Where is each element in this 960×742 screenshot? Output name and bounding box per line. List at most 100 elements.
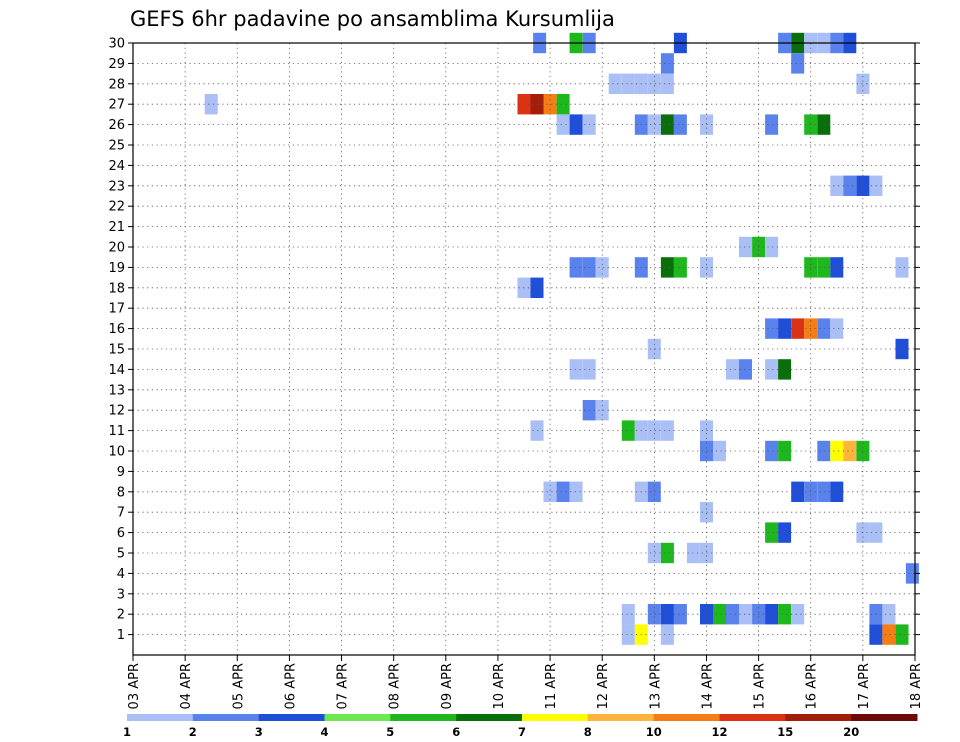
colorbar-swatch xyxy=(851,714,918,721)
x-tick-label: 14 APR xyxy=(700,663,715,709)
colorbar-swatch xyxy=(324,714,391,721)
colorbar-swatch xyxy=(258,714,325,721)
y-tick-label: 20 xyxy=(108,241,125,256)
heatmap-cell xyxy=(543,481,557,502)
colorbar-swatch xyxy=(390,714,457,721)
colorbar-label: 7 xyxy=(518,725,526,739)
x-tick-label: 18 APR xyxy=(909,663,924,709)
heatmap-cell xyxy=(673,257,687,278)
heatmap-cell xyxy=(895,624,909,645)
heatmap-cell xyxy=(765,359,779,380)
heatmap-cell xyxy=(595,257,609,278)
heatmap-cell xyxy=(765,318,779,339)
heatmap-cell xyxy=(621,420,635,441)
x-tick-label: 08 APR xyxy=(388,663,403,709)
heatmap-cell xyxy=(817,440,831,462)
gridlines xyxy=(133,43,915,655)
y-tick-label: 2 xyxy=(117,608,125,623)
y-tick-label: 17 xyxy=(108,302,125,317)
heatmap-cell xyxy=(621,604,635,625)
heatmap-cell xyxy=(856,175,870,196)
heatmap-cell xyxy=(556,94,570,115)
heatmap-cell xyxy=(856,73,870,94)
x-tick-label: 04 APR xyxy=(179,663,194,709)
y-tick-label: 3 xyxy=(117,587,125,602)
heatmap-cell xyxy=(660,114,674,135)
x-tick-label: 03 APR xyxy=(127,663,142,709)
heatmap-cell xyxy=(647,542,661,564)
y-tick-label: 8 xyxy=(117,485,125,500)
heatmap-cell xyxy=(895,338,909,360)
y-tick-label: 9 xyxy=(117,465,125,480)
x-tick-label: 11 APR xyxy=(544,663,559,709)
colorbar-swatch xyxy=(127,714,194,721)
y-tick-label: 26 xyxy=(108,118,125,133)
y-tick-label: 15 xyxy=(108,343,125,358)
y-tick-label: 16 xyxy=(108,322,125,337)
heatmap-cell xyxy=(895,257,909,278)
heatmap-cell xyxy=(530,94,544,115)
y-tick-label: 11 xyxy=(108,424,125,439)
y-tick-label: 22 xyxy=(108,200,125,215)
y-tick-label: 29 xyxy=(108,57,125,72)
heatmap-cell xyxy=(765,236,779,258)
heatmap-cell xyxy=(830,481,844,502)
y-tick-label: 30 xyxy=(108,37,125,52)
heatmap-cell xyxy=(647,604,661,625)
colorbar-label: 5 xyxy=(386,725,394,739)
y-tick-label: 6 xyxy=(117,526,125,541)
colorbar-label: 2 xyxy=(189,725,197,739)
colorbar-label: 4 xyxy=(320,725,328,739)
heatmap-cell xyxy=(739,359,752,380)
y-tick-label: 25 xyxy=(108,139,125,154)
heatmap-cell xyxy=(817,114,831,135)
heatmap-cell xyxy=(660,604,674,625)
heatmap-cell xyxy=(673,604,687,625)
heatmap-cell xyxy=(204,94,218,115)
heatmap-cell xyxy=(569,114,583,135)
colorbar-label: 12 xyxy=(711,725,727,739)
x-tick-label: 06 APR xyxy=(283,663,298,709)
heatmap-cell xyxy=(817,481,831,502)
heatmap-cell xyxy=(660,257,674,278)
heatmap-cell xyxy=(608,73,622,94)
heatmap-cell xyxy=(830,257,844,278)
heatmap-cell xyxy=(791,318,805,339)
heatmap-cell xyxy=(765,522,779,543)
heatmap-cell xyxy=(647,481,661,502)
heatmap-cell xyxy=(778,604,792,625)
y-tick-label: 13 xyxy=(108,383,125,398)
x-tick-label: 15 APR xyxy=(753,663,768,709)
heatmap-cell xyxy=(569,359,583,380)
heatmap-cell xyxy=(530,420,544,441)
colorbar-legend: 1 2 3 4 5 6 7 8 10 12 15 20 xyxy=(123,714,918,739)
heatmap-cells xyxy=(204,32,919,645)
heatmap-cell xyxy=(556,114,570,135)
colorbar-swatch xyxy=(785,714,852,721)
y-tick-label: 7 xyxy=(117,506,125,521)
heatmap-cell xyxy=(791,604,805,625)
x-tick-label: 05 APR xyxy=(231,663,246,709)
x-tick-label: 16 APR xyxy=(805,663,820,709)
heatmap-cell xyxy=(647,114,661,135)
heatmap-cell xyxy=(726,359,739,380)
colorbar-label: 8 xyxy=(584,725,592,739)
heatmap-cell xyxy=(530,277,544,298)
heatmap-cell xyxy=(660,542,674,564)
heatmap-cell xyxy=(882,604,896,625)
colorbar-swatch xyxy=(192,714,260,721)
heatmap-cell xyxy=(843,440,857,462)
heatmap-cell xyxy=(660,53,674,74)
y-tick-label: 12 xyxy=(108,404,125,419)
heatmap-cell xyxy=(830,318,844,339)
y-tick-label: 23 xyxy=(108,179,125,194)
y-tick-label: 10 xyxy=(108,445,125,460)
x-tick-label: 09 APR xyxy=(440,663,455,709)
colorbar-label: 20 xyxy=(843,725,859,739)
heatmap-cell xyxy=(621,624,635,645)
x-tick-label: 17 APR xyxy=(857,663,872,709)
y-tick-label: 27 xyxy=(108,98,125,113)
heatmap-cell xyxy=(778,318,792,339)
heatmap-cell xyxy=(830,175,844,196)
heatmap-cell xyxy=(726,604,739,625)
